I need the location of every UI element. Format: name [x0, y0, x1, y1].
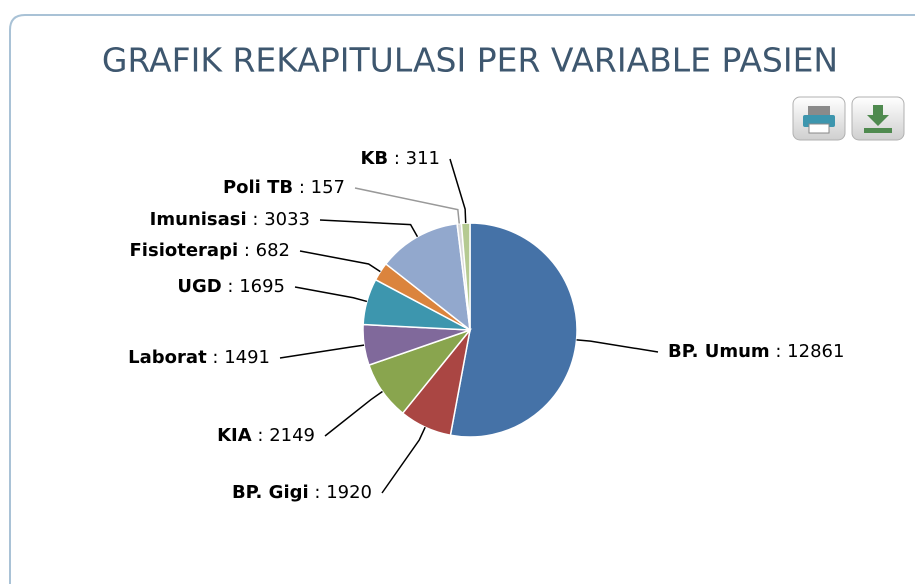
data-label: Imunisasi : 3033 — [150, 209, 310, 230]
label-value: 1920 — [326, 482, 372, 503]
export-button[interactable] — [851, 96, 905, 141]
label-value: 3033 — [264, 209, 310, 230]
label-value: 311 — [406, 148, 440, 169]
data-label: Laborat : 1491 — [128, 347, 270, 368]
label-separator: : — [293, 177, 311, 198]
label-separator: : — [207, 347, 225, 368]
label-name: KB — [360, 148, 388, 169]
data-label: KB : 311 — [360, 148, 440, 169]
label-name: BP. Gigi — [232, 482, 309, 503]
label-value: 682 — [256, 240, 290, 261]
label-name: BP. Umum — [668, 341, 770, 362]
data-label: KIA : 2149 — [217, 425, 315, 446]
data-label: BP. Gigi : 1920 — [232, 482, 372, 503]
connector — [319, 219, 419, 238]
label-name: Imunisasi — [150, 209, 247, 230]
data-label: Fisioterapi : 682 — [130, 240, 290, 261]
label-separator: : — [770, 341, 788, 362]
label-value: 2149 — [269, 425, 315, 446]
connector — [324, 390, 383, 437]
data-label: Poli TB : 157 — [223, 177, 345, 198]
connector — [449, 158, 467, 224]
pie-slice — [460, 222, 471, 331]
chart-title: GRAFIK REKAPITULASI PER VARIABLE PASIEN — [102, 41, 838, 80]
label-separator: : — [252, 425, 270, 446]
connector — [381, 426, 426, 494]
label-name: KIA — [217, 425, 252, 446]
label-name: Fisioterapi — [130, 240, 239, 261]
label-name: Poli TB — [223, 177, 293, 198]
label-value: 157 — [311, 177, 345, 198]
label-value: 12861 — [787, 341, 844, 362]
label-separator: : — [388, 148, 406, 169]
label-separator: : — [222, 276, 240, 297]
connector — [299, 250, 381, 273]
connector — [354, 187, 460, 224]
label-name: Laborat — [128, 347, 207, 368]
label-separator: : — [309, 482, 327, 503]
data-label: BP. Umum : 12861 — [668, 341, 844, 362]
connector — [279, 344, 365, 359]
label-separator: : — [247, 209, 265, 230]
data-label: UGD : 1695 — [177, 276, 285, 297]
connector — [294, 286, 368, 303]
connector — [576, 339, 659, 353]
panel-border — [9, 14, 915, 584]
pie-slice — [384, 222, 471, 332]
label-value: 1491 — [224, 347, 270, 368]
label-value: 1695 — [239, 276, 285, 297]
print-button[interactable] — [792, 96, 846, 141]
label-name: UGD — [177, 276, 221, 297]
label-separator: : — [238, 240, 256, 261]
